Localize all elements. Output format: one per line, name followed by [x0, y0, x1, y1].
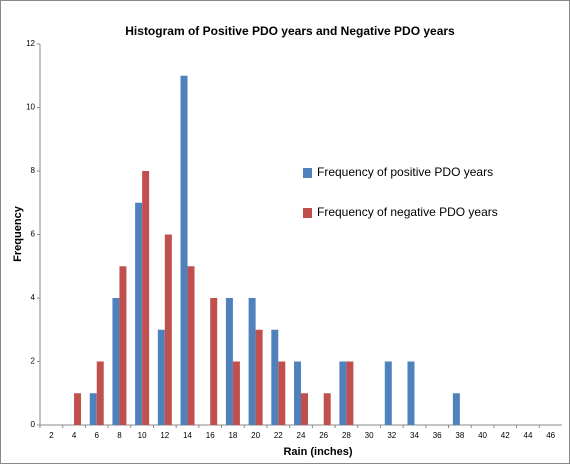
x-tick-label: 18 — [228, 431, 237, 440]
bar — [164, 234, 172, 425]
bar — [225, 298, 233, 425]
bar — [96, 361, 104, 425]
legend-label: Frequency of negative PDO years — [317, 205, 498, 219]
bar — [248, 298, 256, 425]
bar — [255, 329, 263, 425]
legend-swatch — [303, 208, 312, 218]
bar — [157, 329, 165, 425]
x-tick-label: 38 — [455, 431, 464, 440]
x-tick-label: 10 — [138, 431, 147, 440]
y-tick-label: 4 — [31, 293, 36, 302]
x-tick-label: 26 — [319, 431, 328, 440]
x-tick-label: 24 — [297, 431, 306, 440]
x-tick-label: 44 — [524, 431, 533, 440]
x-tick-label: 32 — [387, 431, 396, 440]
bar — [210, 298, 218, 425]
bar — [346, 361, 354, 425]
x-tick-label: 16 — [206, 431, 215, 440]
legend-swatch — [303, 168, 312, 178]
x-tick-label: 20 — [251, 431, 260, 440]
x-tick-label: 4 — [72, 431, 77, 440]
bar — [232, 361, 240, 425]
legend-label: Frequency of positive PDO years — [317, 165, 493, 179]
bar — [112, 298, 120, 425]
x-tick-label: 42 — [501, 431, 510, 440]
y-tick-label: 10 — [26, 103, 35, 112]
bar — [74, 393, 82, 425]
x-tick-label: 2 — [49, 431, 54, 440]
x-tick-label: 34 — [410, 431, 419, 440]
bar — [135, 202, 143, 425]
x-tick-label: 46 — [546, 431, 555, 440]
y-axis-label: Frequency — [12, 205, 24, 262]
x-tick-label: 22 — [274, 431, 283, 440]
bar — [89, 393, 97, 425]
bar — [323, 393, 331, 425]
y-tick-label: 8 — [31, 166, 36, 175]
bar — [142, 171, 150, 425]
x-tick-label: 12 — [160, 431, 169, 440]
x-tick-label: 40 — [478, 431, 487, 440]
bar — [339, 361, 347, 425]
bar — [294, 361, 301, 425]
x-tick-label: 36 — [433, 431, 442, 440]
x-tick-label: 14 — [183, 431, 192, 440]
x-tick-label: 28 — [342, 431, 351, 440]
x-tick-label: 6 — [95, 431, 100, 440]
y-tick-label: 12 — [26, 39, 35, 48]
bar — [278, 361, 286, 425]
bar — [452, 393, 460, 425]
x-tick-label: 30 — [365, 431, 374, 440]
bar — [119, 266, 127, 425]
y-tick-label: 0 — [31, 420, 36, 429]
bar — [301, 393, 308, 425]
x-axis-label: Rain (inches) — [283, 446, 352, 458]
bar — [384, 361, 392, 425]
x-tick-label: 8 — [117, 431, 122, 440]
bar — [187, 266, 195, 425]
chart-title: Histogram of Positive PDO years and Nega… — [125, 24, 455, 38]
bar — [407, 361, 415, 425]
y-tick-label: 6 — [31, 230, 36, 239]
bar — [271, 329, 279, 425]
y-tick-label: 2 — [31, 357, 36, 366]
bar — [180, 75, 188, 425]
